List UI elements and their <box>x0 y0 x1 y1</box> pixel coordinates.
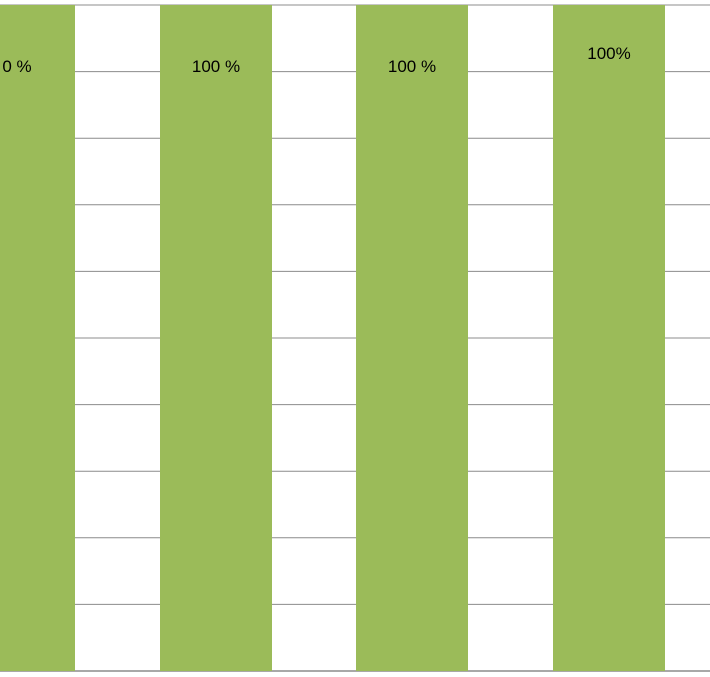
data-label-4: 100% <box>587 44 630 63</box>
bar-2 <box>160 5 272 671</box>
data-labels: 0 % 100 % 100 % 100% <box>2 44 630 76</box>
bar-3 <box>356 5 468 671</box>
bar-4 <box>553 5 665 671</box>
data-label-2: 100 % <box>192 57 240 76</box>
bar-1 <box>0 5 75 671</box>
data-label-3: 100 % <box>388 57 436 76</box>
data-label-1: 0 % <box>2 57 31 76</box>
bars <box>0 5 665 671</box>
